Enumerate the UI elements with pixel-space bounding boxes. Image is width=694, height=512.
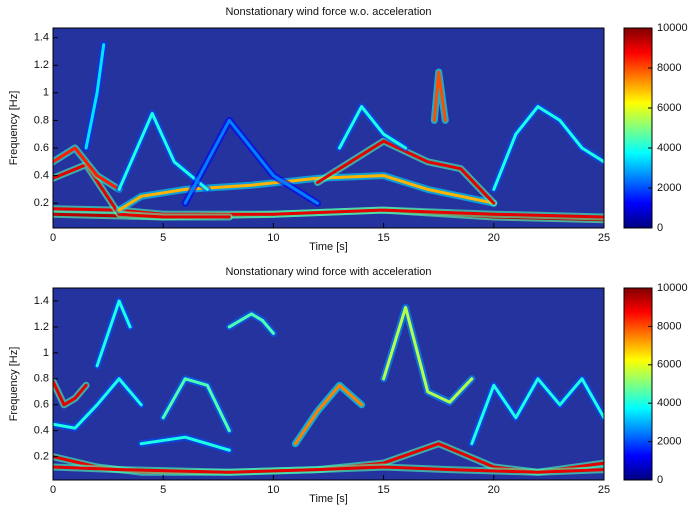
x-tick-label: 10 xyxy=(267,232,279,244)
x-tick-label: 25 xyxy=(598,484,610,496)
y-tick-label: 1.4 xyxy=(34,32,49,44)
y-tick-label: 0.2 xyxy=(34,451,49,463)
x-axis-label: Time [s] xyxy=(309,241,348,253)
plot-background xyxy=(53,288,604,480)
x-axis-label: Time [s] xyxy=(309,493,348,505)
ridge xyxy=(161,377,231,433)
x-tick-label: 25 xyxy=(598,232,610,244)
y-tick-label: 1 xyxy=(43,87,49,99)
y-tick-label: 0.6 xyxy=(34,142,49,154)
y-tick-label: 1.2 xyxy=(34,321,49,333)
y-tick-label: 1 xyxy=(43,347,49,359)
x-tick-label: 0 xyxy=(50,232,56,244)
ridge xyxy=(316,139,496,205)
ridges xyxy=(53,297,604,476)
colorbar-tick-label: 6000 xyxy=(657,359,681,371)
ridge xyxy=(382,306,474,404)
colorbar-tick-label: 10000 xyxy=(657,282,688,294)
x-tick-label: 20 xyxy=(488,232,500,244)
ridge xyxy=(53,377,143,430)
spectrogram-panel: 0 5 10 15 20 25 0.2 0.4 0.6 0.8 1 1.2 1.4 Nonstationa… xyxy=(8,266,688,505)
ridge xyxy=(470,377,604,446)
y-axis-label: Frequency [Hz] xyxy=(8,347,20,422)
chart-title: Nonstationary wind force with accelerati… xyxy=(225,266,431,278)
y-tick-label: 0.4 xyxy=(34,425,49,437)
ridge xyxy=(53,465,604,474)
plot-frame xyxy=(52,287,605,481)
ridge xyxy=(53,163,231,219)
y-tick-label: 0.8 xyxy=(34,373,49,385)
ridge xyxy=(53,146,121,191)
colorbar-tick-label: 2000 xyxy=(657,182,681,194)
y-tick-label: 0.6 xyxy=(34,399,49,411)
ridge xyxy=(338,105,408,150)
colorbar-tick-label: 8000 xyxy=(657,62,681,74)
x-tick-label: 10 xyxy=(267,484,279,496)
x-tick-label: 5 xyxy=(160,232,166,244)
colorbar-tick-label: 6000 xyxy=(657,102,681,114)
ridge xyxy=(95,299,132,368)
ridge xyxy=(492,105,604,191)
colorbar-tick-label: 4000 xyxy=(657,142,681,154)
x-tick-label: 20 xyxy=(488,484,500,496)
y-axis-label: Frequency [Hz] xyxy=(8,91,20,166)
spectrogram-panel: 0 5 10 15 20 25 0.2 0.4 0.6 0.8 1 1.2 1.4 Nonstationa… xyxy=(8,6,688,253)
y-tick-label: 0.2 xyxy=(34,197,49,209)
chart-title: Nonstationary wind force w.o. accelerati… xyxy=(225,6,431,18)
colorbar xyxy=(623,27,653,229)
ridge xyxy=(432,70,447,122)
ridge xyxy=(227,312,275,335)
x-tick-label: 15 xyxy=(377,232,389,244)
x-tick-label: 0 xyxy=(50,484,56,496)
colorbar-tick-label: 0 xyxy=(657,474,663,486)
colorbar-tick-label: 0 xyxy=(657,222,663,234)
ridge xyxy=(53,379,88,407)
y-tick-label: 0.8 xyxy=(34,114,49,126)
ridge xyxy=(84,43,106,150)
y-tick-label: 1.2 xyxy=(34,59,49,71)
colorbar-tick-label: 10000 xyxy=(657,22,688,34)
plot-frame xyxy=(52,27,605,229)
colorbar xyxy=(623,287,653,481)
colorbar-tick-label: 4000 xyxy=(657,397,681,409)
x-tick-label: 5 xyxy=(160,484,166,496)
ridges xyxy=(53,41,604,224)
ridge xyxy=(117,112,209,191)
ridge xyxy=(293,383,364,446)
y-tick-label: 1.4 xyxy=(34,295,49,307)
colorbar-tick-label: 2000 xyxy=(657,436,681,448)
ridge xyxy=(183,118,319,205)
ridge xyxy=(139,435,231,452)
y-tick-label: 0.4 xyxy=(34,169,49,181)
x-tick-label: 15 xyxy=(377,484,389,496)
colorbar-tick-label: 8000 xyxy=(657,320,681,332)
